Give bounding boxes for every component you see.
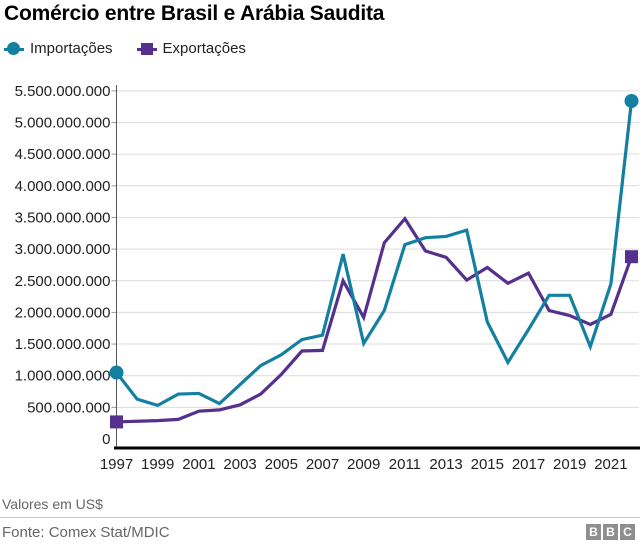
endpoint-square-marker — [110, 415, 123, 429]
endpoint-circle-marker — [109, 365, 124, 380]
x-tick-label: 2005 — [265, 456, 298, 473]
legend: Importações Exportações — [4, 40, 246, 57]
series-line-importações — [115, 100, 634, 408]
x-tick-label: 1997 — [100, 456, 133, 473]
bbc-logo-block: C — [620, 524, 635, 540]
x-tick-label: 2017 — [512, 456, 545, 473]
axis-unit-caption: Valores em US$ — [2, 496, 103, 512]
y-tick-label: 5.000.000.000 — [15, 115, 111, 132]
x-tick-label: 2019 — [553, 456, 586, 473]
x-tick-label: 2009 — [347, 456, 380, 473]
y-tick-label: 5.500.000.000 — [15, 83, 111, 100]
endpoint-square-marker — [625, 250, 638, 264]
series-line-exportações — [116, 216, 634, 424]
y-tick-label: 3.500.000.000 — [15, 209, 111, 226]
x-tick-label: 2003 — [223, 456, 256, 473]
bbc-logo: B B C — [586, 524, 635, 540]
x-tick-label: 2013 — [429, 456, 462, 473]
page-title: Comércio entre Brasil e Arábia Saudita — [4, 2, 385, 25]
legend-label-exportacoes: Exportações — [162, 40, 246, 57]
y-tick-label: 4.500.000.000 — [15, 146, 111, 163]
legend-label-importacoes: Importações — [30, 40, 113, 57]
y-tick-label: 500.000.000 — [27, 399, 110, 416]
y-tick-label: 2.500.000.000 — [15, 273, 111, 290]
bbc-logo-block: B — [586, 524, 601, 540]
x-tick-label: 1999 — [141, 456, 174, 473]
x-tick-label: 2021 — [594, 456, 627, 473]
bbc-logo-block: B — [603, 524, 618, 540]
y-tick-label: 1.000.000.000 — [15, 368, 111, 385]
legend-item-exportacoes: Exportações — [136, 40, 246, 57]
y-tick-label: 4.000.000.000 — [15, 178, 111, 195]
x-tick-label: 2001 — [182, 456, 215, 473]
y-tick-label: 3.000.000.000 — [15, 241, 111, 258]
legend-item-importacoes: Importações — [4, 40, 113, 57]
y-tick-label: 0 — [102, 431, 110, 448]
source-credit: Fonte: Comex Stat/MDIC — [2, 524, 170, 541]
footer-divider — [0, 517, 640, 518]
y-tick-label: 2.000.000.000 — [15, 304, 111, 321]
x-tick-label: 2015 — [471, 456, 504, 473]
line-square-marker-icon — [136, 41, 157, 57]
line-circle-marker-icon — [4, 41, 24, 57]
x-tick-label: 2007 — [306, 456, 339, 473]
x-tick-label: 2011 — [389, 456, 421, 473]
endpoint-circle-marker — [624, 93, 639, 108]
y-tick-label: 1.500.000.000 — [15, 336, 111, 353]
